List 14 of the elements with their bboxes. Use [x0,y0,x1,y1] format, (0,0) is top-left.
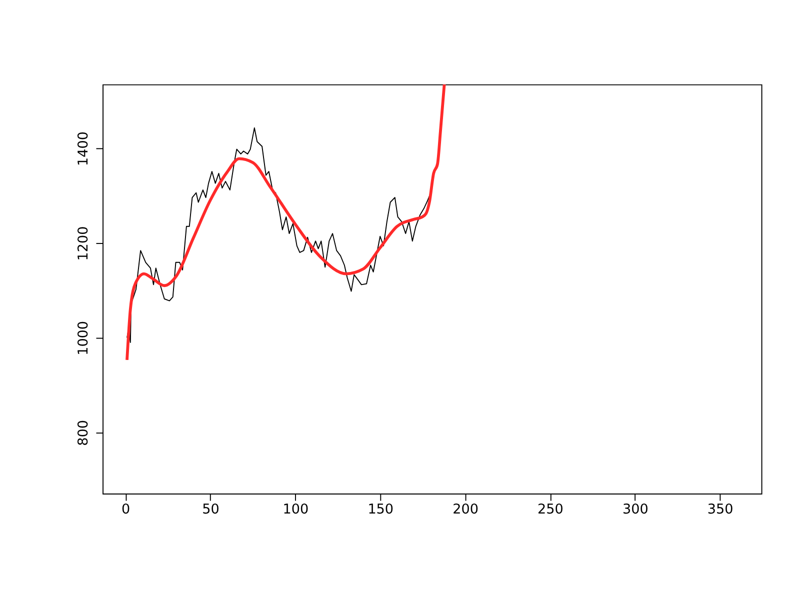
y-tick-label: 1200 [76,226,92,261]
line-series [126,84,446,362]
y-tick-label: 800 [76,420,92,446]
y-tick-label: 1000 [76,320,92,356]
x-tick-label: 250 [538,501,564,518]
x-tick-label: 300 [622,501,648,518]
x-tick-label: 50 [202,501,220,518]
x-tick-label: 150 [368,501,394,518]
x-tick-label: 0 [121,501,130,518]
x-tick-label: 350 [707,501,734,518]
x-tick-label: 200 [452,501,478,518]
y-tick-label: 1400 [76,132,92,166]
x-tick-label: 100 [282,501,309,518]
line-series [126,127,432,343]
